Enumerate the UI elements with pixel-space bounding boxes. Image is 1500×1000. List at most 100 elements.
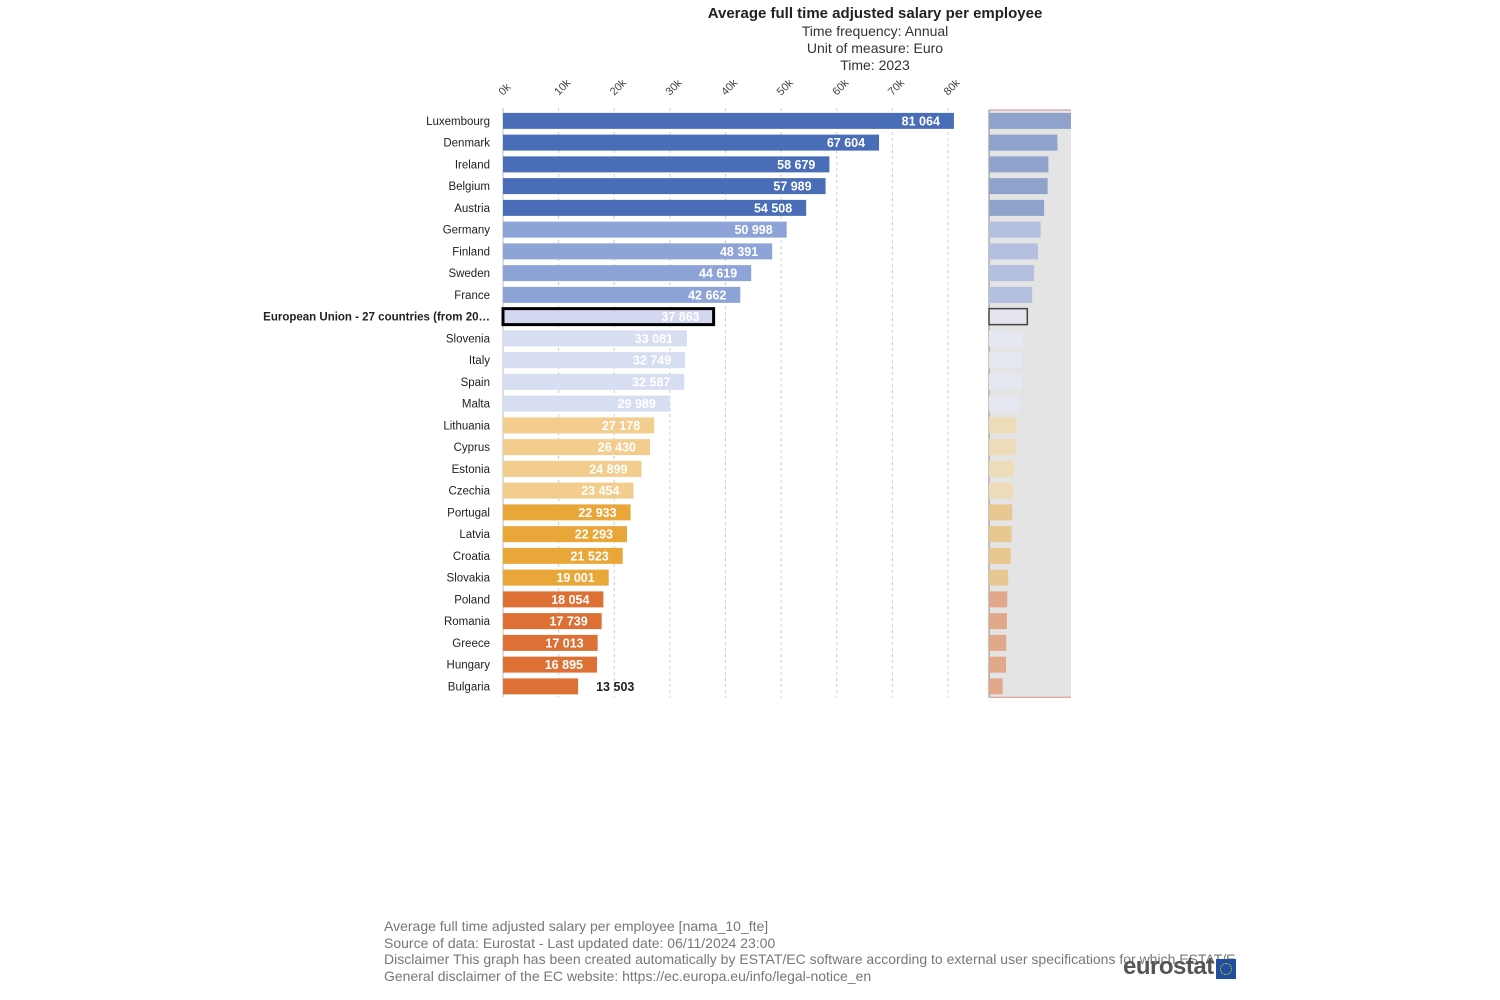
footer-source-line: Source of data: Eurostat - Last updated … xyxy=(384,934,776,951)
x-tick-label: 30k xyxy=(664,77,685,98)
bar[interactable] xyxy=(503,134,880,151)
bar[interactable] xyxy=(503,265,752,282)
category-label: Austria xyxy=(454,203,490,215)
x-tick-label: 60k xyxy=(830,77,851,98)
bars: Luxembourg 81 064 Denmark 67 604 Ireland 58 6… xyxy=(263,112,954,695)
category-label: Denmark xyxy=(443,138,490,150)
category-label: Belgium xyxy=(448,181,490,193)
navigator-bar xyxy=(989,439,1016,456)
navigator-bar xyxy=(989,330,1023,347)
bar[interactable] xyxy=(503,526,628,543)
bar[interactable] xyxy=(503,156,830,173)
logo-text: eurostat xyxy=(1123,953,1214,980)
bar[interactable] xyxy=(503,221,787,238)
value-label: 19 001 xyxy=(556,571,594,585)
value-label: 13 503 xyxy=(596,680,634,694)
value-label: 42 662 xyxy=(688,288,726,302)
value-label: 48 391 xyxy=(720,245,758,259)
value-label: 50 998 xyxy=(734,223,772,237)
navigator-bar xyxy=(989,286,1033,303)
bar[interactable] xyxy=(503,613,602,630)
value-label: 22 293 xyxy=(575,528,613,542)
bar[interactable] xyxy=(503,460,642,477)
value-label: 32 749 xyxy=(633,354,671,368)
navigator-bar xyxy=(989,526,1012,543)
category-label: Malta xyxy=(462,399,491,411)
value-label: 58 679 xyxy=(777,158,815,172)
bar[interactable] xyxy=(503,352,686,369)
category-label: Hungary xyxy=(447,660,491,672)
category-label: Czechia xyxy=(448,486,490,498)
x-axis-ticks: 0k 10k 20k 30k 40k 50k 60k 70k 80k xyxy=(497,77,963,98)
bar[interactable] xyxy=(503,439,651,456)
bar[interactable] xyxy=(503,395,670,412)
bar[interactable] xyxy=(503,286,741,303)
footer-disclaimer-line: Disclaimer This graph has been created a… xyxy=(384,951,1236,967)
bar[interactable] xyxy=(501,307,716,327)
value-label: 32 587 xyxy=(632,375,670,389)
navigator-bar xyxy=(989,460,1015,477)
bar[interactable] xyxy=(503,504,631,521)
category-label: Sweden xyxy=(448,268,490,280)
x-tick-label: 40k xyxy=(719,77,740,98)
value-label: 17 013 xyxy=(545,636,583,650)
bar[interactable] xyxy=(503,678,579,695)
value-label: 21 523 xyxy=(570,549,608,563)
bar[interactable] xyxy=(503,569,609,586)
bar[interactable] xyxy=(503,634,598,651)
navigator-bar xyxy=(989,504,1013,521)
navigator-bar xyxy=(989,547,1011,564)
eurostat-logo: eurostat xyxy=(1123,953,1236,981)
bar[interactable] xyxy=(503,482,634,499)
value-label: 29 989 xyxy=(618,397,656,411)
category-label: European Union - 27 countries (from 20… xyxy=(263,312,490,324)
navigator-bar xyxy=(988,307,1029,326)
navigator-bar xyxy=(989,569,1009,586)
category-label: Croatia xyxy=(453,551,491,563)
category-label: Spain xyxy=(461,377,490,389)
category-label: Portugal xyxy=(447,507,490,519)
category-label: Cyprus xyxy=(454,442,491,454)
x-tick-label: 50k xyxy=(775,77,796,98)
navigator-bar xyxy=(989,417,1017,434)
navigator-bar xyxy=(989,678,1003,695)
bar[interactable] xyxy=(503,417,655,434)
value-label: 33 081 xyxy=(635,332,673,346)
bar[interactable] xyxy=(503,656,597,673)
bar[interactable] xyxy=(503,178,826,195)
subtitle-time-frequency: Time frequency: Annual xyxy=(801,23,949,39)
value-label: 44 619 xyxy=(699,267,737,281)
category-label: France xyxy=(454,290,490,302)
navigator-bar xyxy=(989,373,1022,390)
x-tick-label: 80k xyxy=(942,77,963,98)
bar[interactable] xyxy=(503,373,685,390)
category-label: Slovenia xyxy=(446,333,491,345)
value-label: 57 989 xyxy=(773,180,811,194)
value-label: 81 064 xyxy=(902,114,940,128)
category-label: Bulgaria xyxy=(448,681,491,693)
navigator-bar xyxy=(989,482,1013,499)
value-label: 54 508 xyxy=(754,201,792,215)
category-label: Slovakia xyxy=(447,573,491,585)
category-label: Romania xyxy=(444,616,491,628)
navigator-bar xyxy=(989,112,1071,129)
value-label: 26 430 xyxy=(598,441,636,455)
category-label: Ireland xyxy=(455,159,490,171)
navigator-bar xyxy=(989,591,1008,608)
bar[interactable] xyxy=(503,199,807,216)
navigator-bar xyxy=(989,178,1048,195)
bar[interactable] xyxy=(503,243,773,260)
navigator-bar xyxy=(989,243,1038,260)
bar[interactable] xyxy=(503,330,688,347)
bar[interactable] xyxy=(503,547,623,564)
category-label: Germany xyxy=(443,225,491,237)
navigator[interactable] xyxy=(988,109,1071,698)
navigator-bar xyxy=(989,156,1049,173)
navigator-bar xyxy=(989,395,1020,412)
value-label: 67 604 xyxy=(827,136,865,150)
navigator-bar xyxy=(989,613,1007,630)
bar[interactable] xyxy=(503,591,604,608)
value-label: 24 899 xyxy=(589,462,627,476)
bar[interactable] xyxy=(503,112,954,129)
